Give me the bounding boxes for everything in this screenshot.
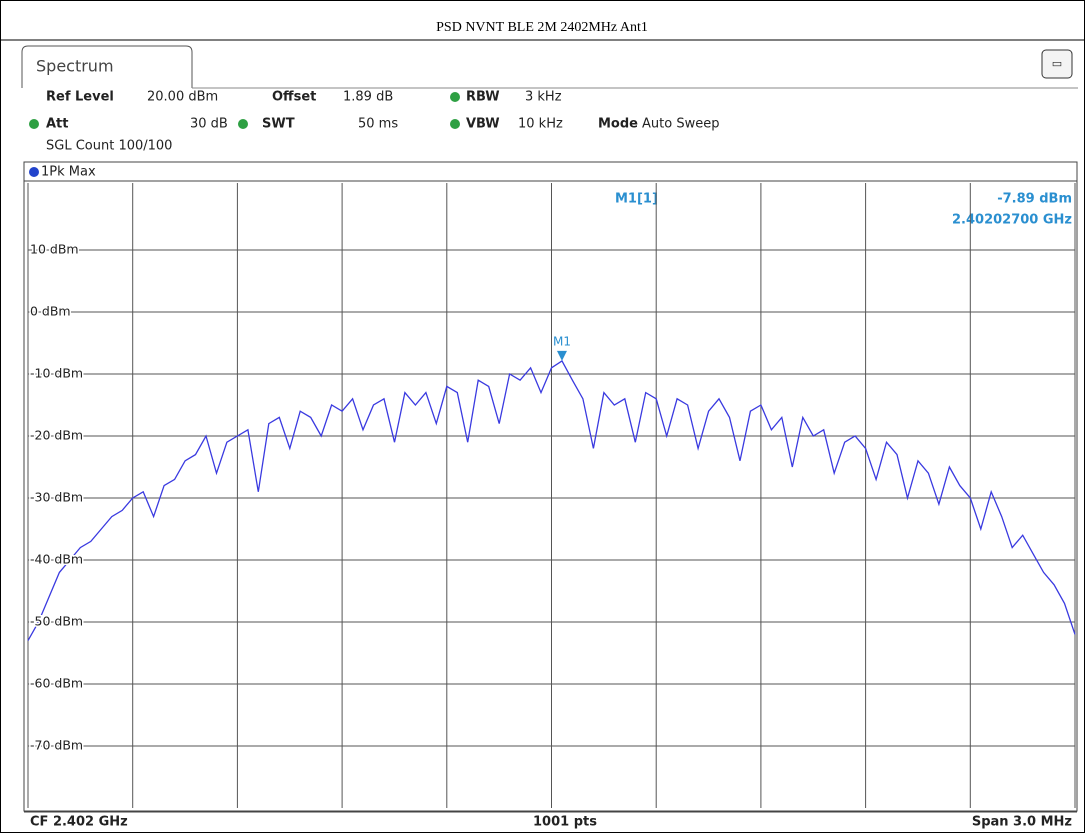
marker-readout: M1[1] (615, 192, 658, 207)
y-tick-label: -30 dBm (30, 490, 83, 505)
footer-right: Span 3.0 MHz (972, 815, 1072, 830)
status-dot (29, 119, 39, 129)
setting-value: 30 dB (190, 117, 228, 132)
trace-dot (29, 167, 39, 177)
setting-label: Ref Level (46, 90, 114, 105)
trace (27, 359, 1076, 641)
y-tick-label: -40 dBm (30, 552, 83, 567)
sweep-count: SGL Count 100/100 (46, 139, 172, 154)
y-tick-label: -20 dBm (30, 428, 83, 443)
setting-label: RBW (466, 90, 500, 105)
setting-label: Mode (598, 117, 638, 132)
setting-value: Auto Sweep (642, 117, 719, 132)
y-tick-label: -60 dBm (30, 676, 83, 691)
y-tick-label: 10 dBm (30, 242, 79, 257)
marker-frequency: 2.40202700 GHz (952, 213, 1072, 228)
setting-value: 10 kHz (518, 117, 563, 132)
icon-glyph: ▭ (1052, 57, 1062, 70)
y-tick-label: -70 dBm (30, 738, 83, 753)
setting-value: 1.89 dB (343, 90, 393, 105)
y-tick-label: -50 dBm (30, 614, 83, 629)
setting-label: Att (46, 117, 69, 132)
setting-value: 50 ms (358, 117, 398, 132)
title: PSD NVNT BLE 2M 2402MHz Ant1 (436, 20, 648, 35)
status-dot (450, 92, 460, 102)
footer-left: CF 2.402 GHz (30, 815, 128, 830)
marker-label: M1 (553, 334, 571, 348)
marker-level: -7.89 dBm (997, 192, 1072, 207)
setting-label: SWT (262, 117, 295, 132)
y-tick-label: 0 dBm (30, 304, 71, 319)
setting-value: 3 kHz (525, 90, 562, 105)
y-tick-label: -10 dBm (30, 366, 83, 381)
status-dot (238, 119, 248, 129)
setting-label: VBW (466, 117, 500, 132)
graph-frame (23, 161, 1078, 812)
footer-center: 1001 pts (533, 815, 597, 830)
setting-label: Offset (272, 90, 316, 105)
tab[interactable] (21, 45, 193, 88)
tab-label: Spectrum (36, 57, 114, 76)
trace-label: 1Pk Max (41, 165, 96, 180)
setting-value: 20.00 dBm (147, 90, 218, 105)
icon-button[interactable] (1041, 49, 1073, 79)
marker (556, 350, 567, 361)
status-dot (450, 119, 460, 129)
